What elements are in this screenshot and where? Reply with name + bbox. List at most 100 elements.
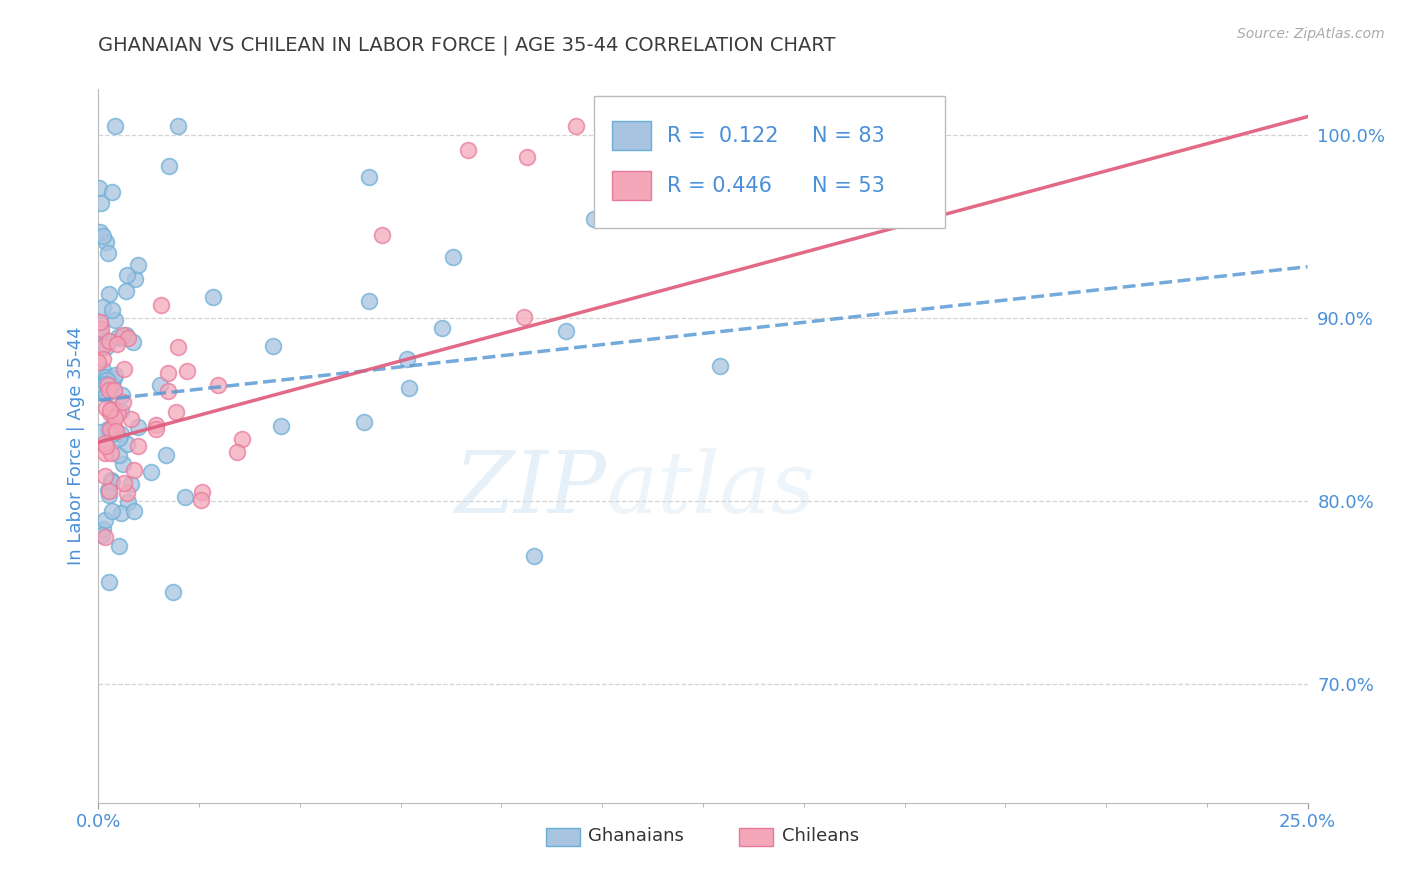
Point: [107, 405, 129, 419]
Point: [120, 476, 142, 491]
Point: [398, 380, 420, 394]
Point: [97, 246, 120, 260]
Bar: [740, 828, 773, 846]
Point: [98, 483, 121, 498]
Point: [94, 401, 117, 415]
Point: [89, 316, 111, 330]
Point: [191, 484, 214, 499]
Point: [91, 300, 114, 314]
Point: [91, 363, 114, 377]
Point: [112, 328, 135, 343]
Point: [87, 180, 110, 194]
Text: R =  0.122: R = 0.122: [666, 126, 779, 145]
Point: [117, 268, 139, 282]
Point: [94, 513, 117, 527]
Point: [101, 475, 124, 489]
Point: [167, 340, 190, 354]
FancyBboxPatch shape: [595, 96, 945, 228]
Point: [124, 272, 146, 286]
Point: [108, 448, 131, 462]
Point: [91, 527, 114, 541]
Y-axis label: In Labor Force | Age 35-44: In Labor Force | Age 35-44: [66, 326, 84, 566]
Point: [127, 258, 149, 272]
Point: [98, 488, 121, 502]
Bar: [613, 171, 651, 200]
Point: [117, 331, 139, 345]
Point: [156, 384, 179, 398]
Point: [513, 310, 536, 324]
Point: [105, 424, 128, 438]
Point: [166, 119, 188, 133]
Point: [91, 351, 114, 366]
Text: GHANAIAN VS CHILEAN IN LABOR FORCE | AGE 35-44 CORRELATION CHART: GHANAIAN VS CHILEAN IN LABOR FORCE | AGE…: [98, 36, 837, 55]
Point: [101, 377, 124, 392]
Point: [96, 438, 118, 452]
Point: [202, 290, 225, 304]
Point: [111, 457, 134, 471]
Point: [104, 313, 127, 327]
Text: ZIP: ZIP: [454, 448, 606, 530]
Point: [94, 468, 117, 483]
Point: [565, 119, 588, 133]
Point: [98, 383, 121, 397]
Point: [93, 435, 115, 450]
Point: [207, 378, 229, 392]
Point: [100, 446, 122, 460]
Point: [96, 340, 118, 354]
Point: [165, 405, 187, 419]
Point: [87, 382, 110, 396]
Point: [149, 298, 172, 312]
Text: Source: ZipAtlas.com: Source: ZipAtlas.com: [1237, 27, 1385, 41]
Point: [93, 530, 115, 544]
Point: [709, 359, 731, 373]
Point: [127, 420, 149, 434]
Point: [90, 322, 112, 336]
Point: [94, 370, 117, 384]
Point: [98, 334, 121, 348]
Bar: [613, 121, 651, 150]
Point: [110, 331, 132, 345]
Point: [98, 287, 121, 301]
Point: [101, 402, 124, 417]
Point: [105, 337, 128, 351]
Point: [112, 362, 135, 376]
Point: [457, 143, 479, 157]
Text: N = 83: N = 83: [811, 126, 884, 145]
Point: [173, 490, 195, 504]
Point: [145, 417, 167, 432]
Text: R = 0.446: R = 0.446: [666, 176, 772, 195]
Point: [89, 317, 111, 331]
Point: [156, 366, 179, 380]
Point: [155, 448, 177, 462]
Point: [107, 330, 129, 344]
Point: [101, 185, 124, 199]
Point: [100, 422, 122, 436]
Point: [110, 404, 132, 418]
Point: [89, 325, 111, 339]
Point: [225, 444, 247, 458]
Point: [262, 339, 284, 353]
Point: [90, 425, 112, 439]
Point: [90, 196, 112, 211]
Point: [357, 294, 380, 309]
Point: [122, 463, 145, 477]
Point: [96, 373, 118, 387]
Point: [96, 376, 118, 391]
Point: [89, 225, 111, 239]
Point: [98, 402, 121, 417]
Point: [87, 367, 110, 381]
Point: [110, 506, 132, 520]
Point: [432, 321, 454, 335]
Point: [555, 324, 578, 338]
Point: [108, 539, 131, 553]
Point: [127, 439, 149, 453]
Point: [91, 522, 114, 536]
Point: [582, 212, 605, 227]
Point: [94, 235, 117, 250]
Point: [270, 418, 292, 433]
Point: [231, 432, 253, 446]
Point: [395, 352, 418, 367]
Point: [111, 394, 134, 409]
Point: [104, 410, 127, 425]
Point: [101, 427, 124, 442]
